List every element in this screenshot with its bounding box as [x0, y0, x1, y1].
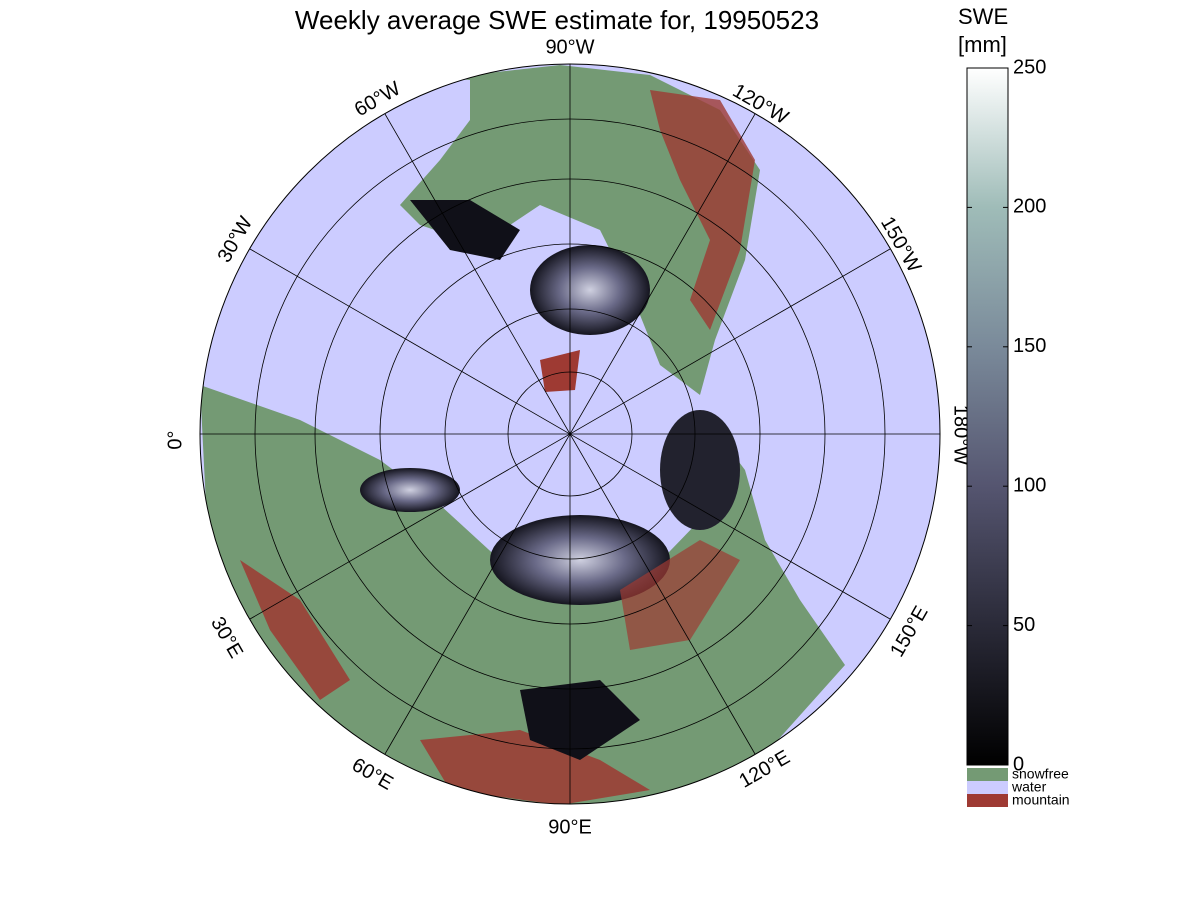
legend-label: water — [1011, 779, 1047, 795]
graticule — [200, 64, 940, 804]
lon-label: 180°W — [950, 405, 972, 465]
colorbar-title: SWE — [958, 4, 1008, 29]
colorbar-tick-label: 0 — [1013, 753, 1024, 775]
colorbar-tick-label: 50 — [1013, 614, 1035, 636]
snow-east-siberia — [660, 410, 740, 530]
mountains-siberia — [620, 540, 740, 650]
legend-label: snowfree — [1012, 766, 1069, 782]
snow-tibet — [520, 680, 640, 760]
colorbar-body — [966, 67, 1009, 766]
colorbar-tick-label: 250 — [1013, 56, 1046, 78]
legend-swatch — [967, 781, 1008, 794]
mountains-asia — [420, 730, 650, 804]
lon-label: 30°E — [206, 613, 247, 662]
title: Weekly average SWE estimate for, 1995052… — [295, 5, 819, 35]
mountains-na — [650, 90, 755, 330]
map-area — [200, 64, 940, 804]
lon-label: 0° — [164, 430, 186, 449]
snow-scandinavia — [360, 468, 460, 512]
map-border — [199, 63, 941, 805]
colorbar-tick-label: 100 — [1013, 474, 1046, 496]
mountains-europe — [240, 560, 350, 700]
lon-label: 90°E — [548, 816, 592, 838]
legend-label: mountain — [1012, 792, 1070, 808]
lon-label: 60°E — [348, 754, 397, 795]
colorbar-title: [mm] — [958, 32, 1007, 57]
legend-swatch — [967, 794, 1008, 807]
legend-swatch — [967, 768, 1008, 781]
snow-na — [410, 200, 520, 260]
snow-siberia — [490, 515, 670, 605]
lon-label: 90°W — [545, 36, 594, 58]
greenland — [530, 245, 650, 335]
colorbar-tick-label: 150 — [1013, 335, 1046, 357]
colorbar-tick-label: 200 — [1013, 196, 1046, 218]
